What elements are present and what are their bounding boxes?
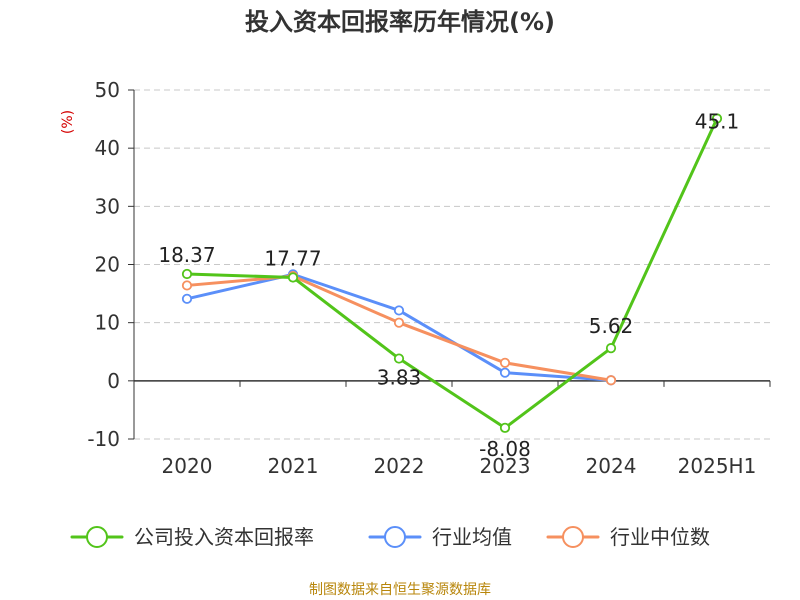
series-point — [287, 272, 299, 283]
y-tick-label: 30 — [95, 194, 120, 218]
data-source: 制图数据来自恒生聚源数据库 — [309, 582, 491, 598]
series-point — [393, 317, 405, 328]
series-line — [185, 117, 719, 430]
series-point — [393, 353, 405, 364]
chart-title: 投入资本回报率历年情况(%) — [245, 8, 555, 36]
x-tick-label: 2020 — [162, 454, 213, 478]
label-layer: 18.37 17.77 3.83 -8.08 5.62 45.1 — [158, 110, 739, 461]
series-point — [499, 357, 511, 368]
legend-marker — [86, 526, 108, 548]
series-point — [711, 113, 723, 124]
x-tick-label: 2023 — [480, 454, 531, 478]
x-tick-label: 2025H1 — [678, 454, 757, 478]
series-data-label: 17.77 — [264, 246, 321, 270]
series-data-label: -8.08 — [479, 437, 531, 461]
y-tick-label: 40 — [95, 136, 120, 160]
legend-layer: 公司投入资本回报率 行业均值 行业中位数 — [70, 525, 710, 549]
legend-marker — [562, 526, 584, 548]
series-data-label: 18.37 — [158, 243, 215, 267]
series-point — [499, 367, 511, 378]
y-tick-label: 50 — [95, 78, 120, 102]
series-point — [181, 293, 193, 304]
series-point — [605, 375, 617, 386]
series-data-label: 45.1 — [695, 110, 740, 134]
legend-marker — [384, 526, 406, 548]
y-tick-label: 0 — [107, 369, 120, 393]
x-tick-label: 2024 — [586, 454, 637, 478]
series-data-label: 5.62 — [589, 314, 634, 338]
series-data-label: 3.83 — [377, 366, 422, 390]
y-tick-label: 10 — [95, 311, 120, 335]
y-tick-label: -10 — [87, 427, 120, 451]
series-layer — [181, 113, 723, 433]
series-point — [181, 280, 193, 291]
y-tick-label: 20 — [95, 253, 120, 277]
series-point — [605, 343, 617, 354]
grid-layer — [134, 89, 770, 440]
x-tick-label: 2022 — [374, 454, 425, 478]
series-point — [499, 422, 511, 433]
y-axis-label: (%) — [60, 110, 76, 134]
legend-label: 行业中位数 — [610, 525, 710, 549]
x-tick-label: 2021 — [268, 454, 319, 478]
series-point — [181, 268, 193, 280]
axis-layer: 50 40 30 20 10 0 -10 2020 2021 2022 2023 2024 2025H1 — [87, 78, 771, 478]
legend-label: 公司投入资本回报率 — [134, 525, 314, 549]
series-point — [393, 305, 405, 316]
legend-label: 行业均值 — [432, 525, 512, 549]
